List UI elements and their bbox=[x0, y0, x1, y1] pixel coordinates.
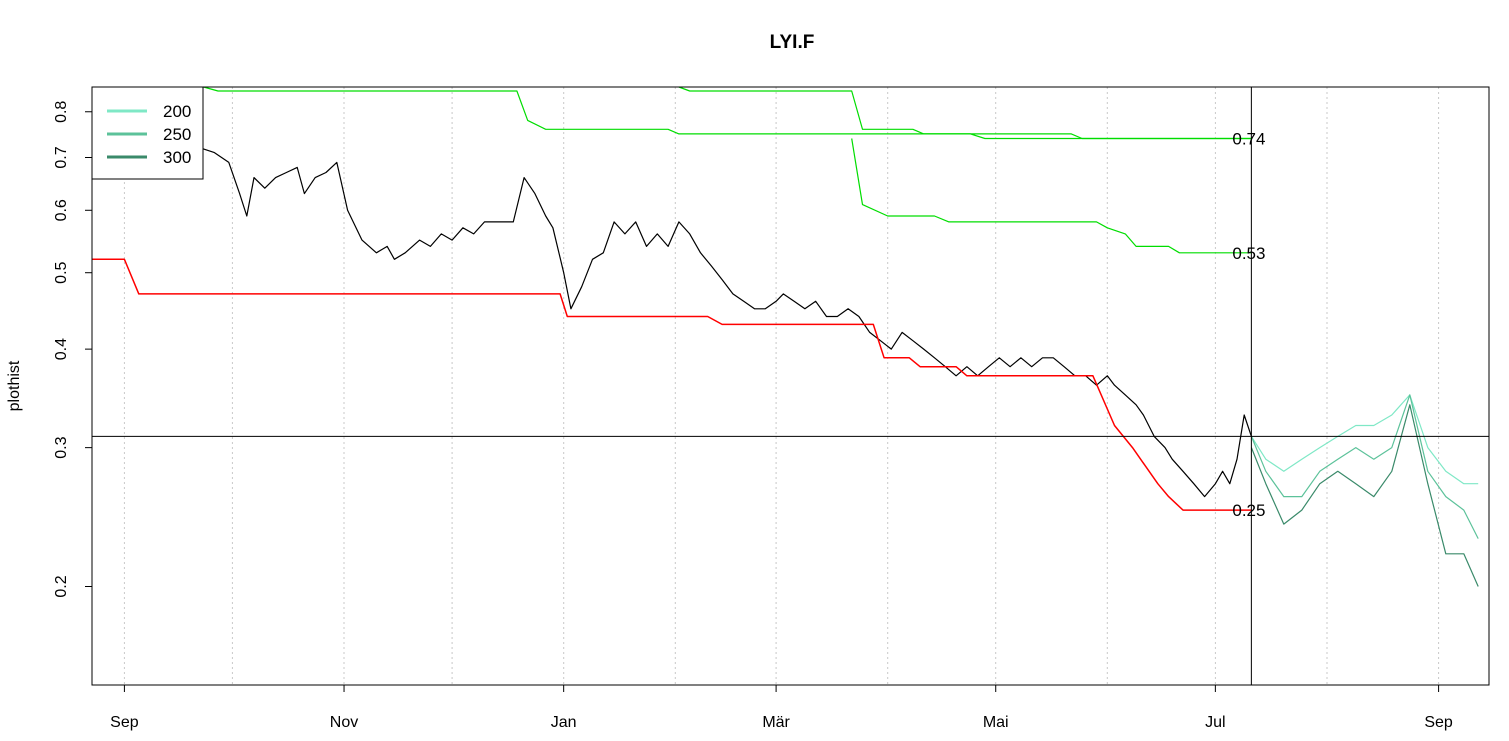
reference-lines bbox=[92, 87, 1489, 685]
x-tick-label: Sep bbox=[110, 714, 139, 731]
forecast-line-250 bbox=[1250, 394, 1479, 539]
x-tick-label: Jan bbox=[551, 714, 577, 731]
x-tick-label: Mär bbox=[762, 714, 790, 731]
forecast-line-200 bbox=[1250, 394, 1479, 485]
grid bbox=[123, 87, 1440, 685]
y-axis-label: plothist bbox=[6, 360, 23, 411]
y-tick-label: 0.6 bbox=[53, 199, 70, 221]
x-tick-label: Nov bbox=[330, 714, 358, 731]
resistance-3-line bbox=[851, 138, 1252, 254]
annotations: 0.74 0.53 0.25 bbox=[1232, 129, 1265, 520]
chart-title: LYI.F bbox=[770, 32, 815, 53]
y-tick-label: 0.4 bbox=[53, 338, 70, 360]
level-label: 0.74 bbox=[1232, 129, 1265, 148]
y-tick-label: 0.8 bbox=[53, 101, 70, 123]
legend: 200 250 300 bbox=[91, 86, 204, 180]
forecast-line-300 bbox=[1250, 404, 1479, 587]
y-tick-label: 0.5 bbox=[53, 261, 70, 283]
series bbox=[92, 86, 1479, 587]
level-label: 0.25 bbox=[1232, 501, 1265, 520]
y-tick-label: 0.7 bbox=[53, 146, 70, 168]
plot-frame bbox=[91, 86, 1490, 686]
x-tick-label: Jul bbox=[1205, 714, 1225, 731]
y-tick-label: 0.3 bbox=[53, 436, 70, 458]
resistance-1-line bbox=[203, 86, 1252, 140]
legend-label: 300 bbox=[163, 148, 191, 167]
price-line bbox=[145, 147, 1252, 498]
resistance-2-line bbox=[678, 86, 1252, 140]
axes: Sep Nov Jan Mär Mai Jul Sep 0.2 0.3 0.4 0.5 0.6 0.7 0… bbox=[53, 101, 1453, 731]
support-line bbox=[92, 258, 1252, 511]
legend-label: 250 bbox=[163, 125, 191, 144]
x-tick-label: Mai bbox=[983, 714, 1009, 731]
legend-label: 200 bbox=[163, 102, 191, 121]
y-tick-label: 0.2 bbox=[53, 575, 70, 597]
level-label: 0.53 bbox=[1232, 244, 1265, 263]
x-tick-label: Sep bbox=[1424, 714, 1453, 731]
